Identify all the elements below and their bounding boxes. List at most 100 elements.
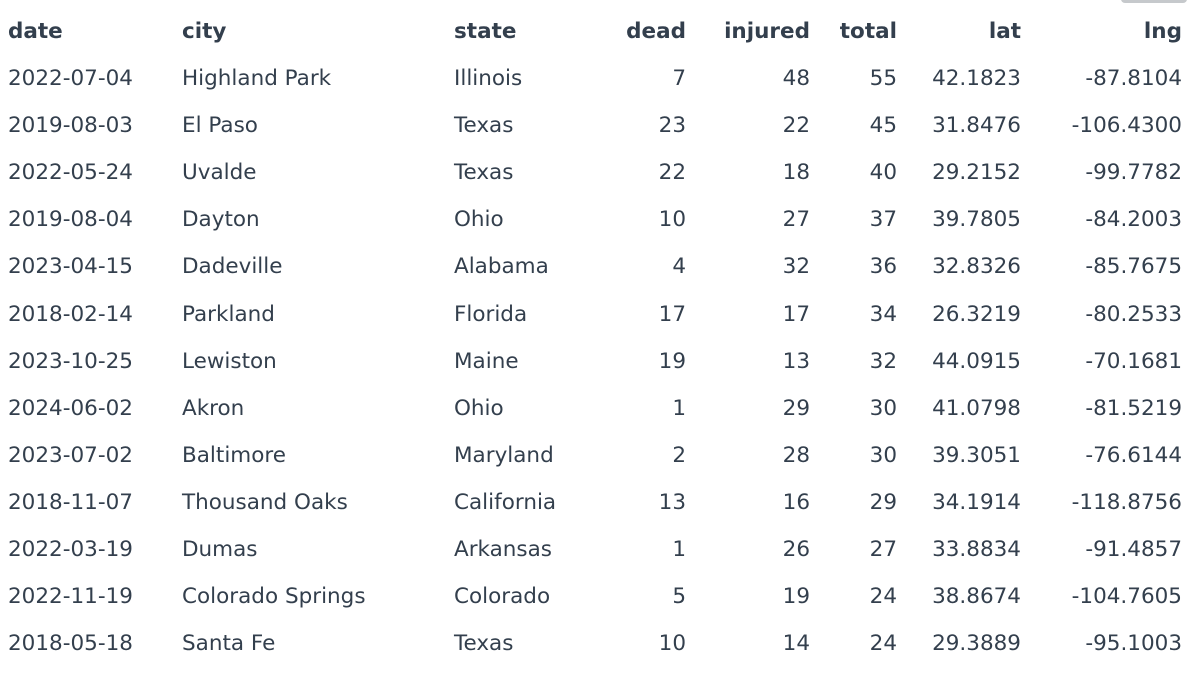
cell-date: 2019-08-04 [8,207,133,233]
cell-total: 55 [869,66,897,92]
cell-lat: 29.2152 [932,160,1021,186]
cell-state: Florida [454,301,528,327]
cell-injured: 27 [782,207,810,233]
cell-city: Thousand Oaks [182,489,348,515]
cell-dead: 7 [672,66,686,92]
cell-total: 30 [869,395,897,421]
table-row[interactable]: 2023-07-02 Baltimore Maryland 2 28 30 39.3051 -… [0,432,1190,479]
cell-lng: -80.2533 [1085,301,1182,327]
cell-total: 24 [869,584,897,610]
cell-date: 2022-11-19 [8,584,133,610]
cell-injured: 19 [782,584,810,610]
cell-date: 2022-03-19 [8,536,133,562]
cell-date: 2018-02-14 [8,301,133,327]
cell-total: 37 [869,207,897,233]
cell-lng: -106.4300 [1071,113,1182,139]
cell-date: 2022-05-24 [8,160,133,186]
cell-lat: 34.1914 [932,489,1021,515]
cell-state: Maryland [454,442,554,468]
cell-dead: 10 [658,631,686,657]
table-row[interactable]: 2024-06-02 Akron Ohio 1 29 30 41.0798 -81.5219 [0,385,1190,432]
cell-state: Texas [454,631,514,657]
column-header-dead[interactable]: dead [626,19,686,44]
cell-date: 2023-07-02 [8,442,133,468]
cell-state: Texas [454,113,514,139]
cell-lng: -95.1003 [1085,631,1182,657]
cell-city: Uvalde [182,160,257,186]
cell-lat: 32.8326 [932,254,1021,280]
cell-state: Texas [454,160,514,186]
cell-lat: 44.0915 [932,348,1021,374]
table-row[interactable]: 2022-05-24 Uvalde Texas 22 18 40 29.2152 -99.77… [0,149,1190,196]
cell-state: Ohio [454,395,504,421]
table-header-row: date city state dead injured total lat l… [0,8,1190,55]
cell-lng: -81.5219 [1085,395,1182,421]
scrollbar-thumb[interactable] [1121,0,1187,3]
column-header-state[interactable]: state [454,19,517,44]
cell-lat: 42.1823 [932,66,1021,92]
cell-lng: -118.8756 [1071,489,1182,515]
data-table: date city state dead injured total lat l… [0,8,1190,667]
cell-injured: 16 [782,489,810,515]
cell-injured: 28 [782,442,810,468]
cell-total: 24 [869,631,897,657]
cell-dead: 19 [658,348,686,374]
table-row[interactable]: 2019-08-04 Dayton Ohio 10 27 37 39.7805 -84.200… [0,196,1190,243]
cell-city: Akron [182,395,245,421]
cell-total: 40 [869,160,897,186]
cell-total: 45 [869,113,897,139]
cell-dead: 17 [658,301,686,327]
cell-state: Ohio [454,207,504,233]
column-header-lat[interactable]: lat [988,19,1021,44]
cell-city: Colorado Springs [182,584,366,610]
cell-city: Lewiston [182,348,277,374]
table-row[interactable]: 2019-08-03 El Paso Texas 23 22 45 31.8476 -106.… [0,102,1190,149]
table-row[interactable]: 2018-02-14 Parkland Florida 17 17 34 26.3219 -8… [0,290,1190,337]
table-row[interactable]: 2023-10-25 Lewiston Maine 19 13 32 44.0915 -70.… [0,338,1190,385]
cell-lat: 38.8674 [932,584,1021,610]
cell-injured: 29 [782,395,810,421]
column-header-date[interactable]: date [8,19,63,44]
cell-injured: 14 [782,631,810,657]
cell-dead: 13 [658,489,686,515]
cell-city: Parkland [182,301,275,327]
table-row[interactable]: 2022-07-04 Highland Park Illinois 7 48 55 42.1… [0,55,1190,102]
table-row[interactable]: 2018-11-07 Thousand Oaks California 13 16 29 3… [0,479,1190,526]
cell-lng: -70.1681 [1085,348,1182,374]
cell-state: Colorado [454,584,551,610]
column-header-total[interactable]: total [839,19,897,44]
column-header-injured[interactable]: injured [724,19,810,44]
table-row[interactable]: 2022-11-19 Colorado Springs Colorado 5 19 24 3… [0,573,1190,620]
cell-dead: 22 [658,160,686,186]
cell-date: 2023-04-15 [8,254,133,280]
cell-city: Santa Fe [182,631,276,657]
table-row[interactable]: 2022-03-19 Dumas Arkansas 1 26 27 33.8834 -91.4… [0,526,1190,573]
cell-city: El Paso [182,113,258,139]
cell-state: Maine [454,348,519,374]
column-header-city[interactable]: city [182,19,227,44]
cell-lat: 29.3889 [932,631,1021,657]
column-header-lng[interactable]: lng [1143,19,1182,44]
cell-date: 2023-10-25 [8,348,133,374]
cell-date: 2018-11-07 [8,489,133,515]
cell-total: 27 [869,536,897,562]
cell-lng: -76.6144 [1085,442,1182,468]
cell-lat: 33.8834 [932,536,1021,562]
cell-state: Alabama [454,254,549,280]
cell-dead: 4 [672,254,686,280]
table-row[interactable]: 2023-04-15 Dadeville Alabama 4 32 36 32.8326 -8… [0,243,1190,290]
cell-injured: 22 [782,113,810,139]
cell-lng: -104.7605 [1071,584,1182,610]
cell-state: Arkansas [454,536,552,562]
cell-lat: 26.3219 [932,301,1021,327]
cell-lng: -91.4857 [1085,536,1182,562]
cell-lat: 31.8476 [932,113,1021,139]
cell-city: Baltimore [182,442,286,468]
cell-date: 2018-05-18 [8,631,133,657]
cell-state: California [454,489,557,515]
table-row[interactable]: 2018-05-18 Santa Fe Texas 10 14 24 29.3889 -95.… [0,620,1190,667]
cell-lng: -85.7675 [1085,254,1182,280]
cell-lng: -99.7782 [1085,160,1182,186]
cell-injured: 32 [782,254,810,280]
cell-lat: 39.3051 [932,442,1021,468]
